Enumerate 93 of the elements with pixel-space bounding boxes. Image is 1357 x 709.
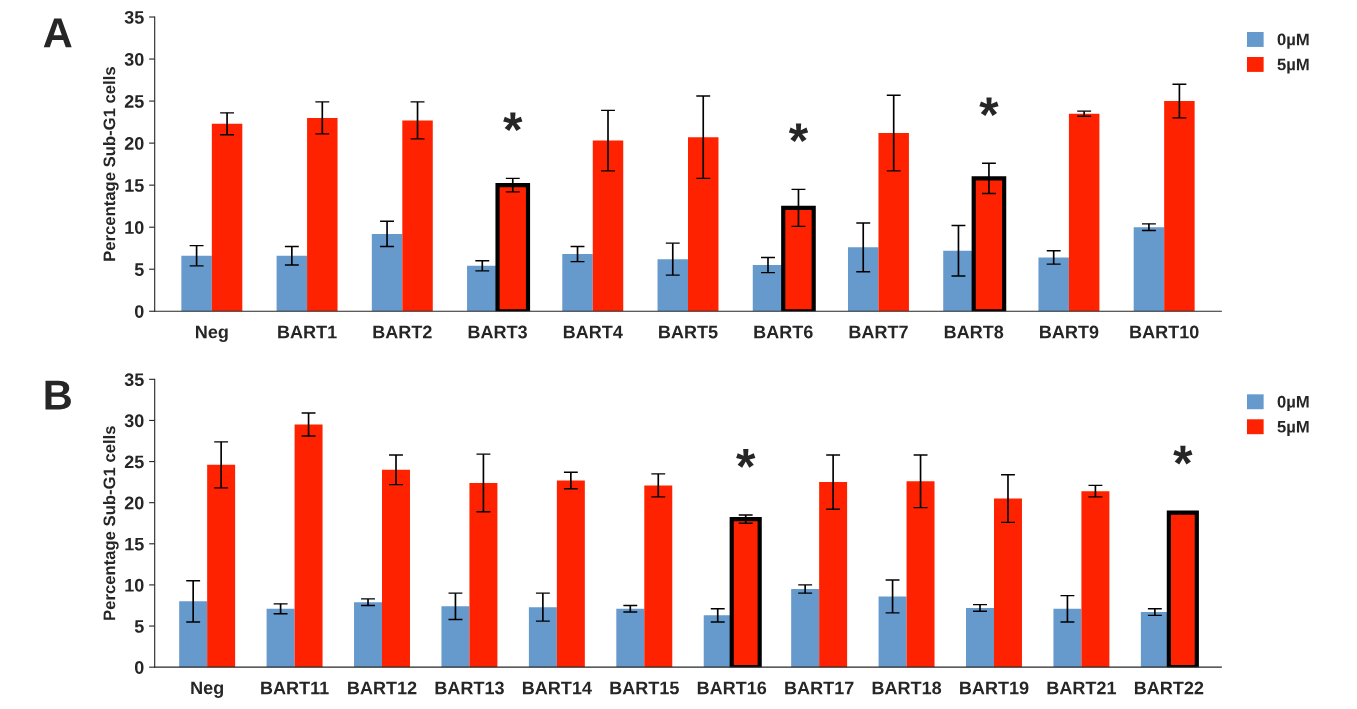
x-tick-label: BART17 [785,681,854,695]
bar [943,250,974,312]
x-tick-label: BART18 [872,681,942,695]
bar [179,601,208,668]
chart-title: A [43,18,72,48]
x-tick-label: BART13 [435,681,504,695]
bar [1140,612,1169,668]
bar [906,481,935,668]
bar [847,247,879,312]
x-tick-label: BART16 [697,681,767,695]
y-tick-label: 25 [124,95,144,108]
bar [644,485,673,668]
bar [878,133,909,312]
bar [467,265,498,312]
x-tick-label: BART7 [849,325,908,339]
bar [354,602,383,668]
bar [562,254,593,312]
y-tick-label: 10 [125,221,144,234]
annotation: * [503,112,523,132]
bar [878,596,907,668]
bar [791,589,820,668]
bar [441,606,470,668]
x-tick-label: BART4 [563,325,623,339]
bar [207,464,236,668]
bar [294,424,323,668]
bar [616,608,645,668]
annotation: * [788,123,809,143]
bar [592,140,624,312]
bar [402,120,433,312]
bar [1081,491,1110,668]
bar [371,233,403,312]
x-tick-label: BART9 [1040,325,1099,339]
y-tick-label: 30 [124,52,144,66]
bar [556,480,585,668]
annotation: * [979,97,999,116]
bar [307,117,338,312]
y-tick-label: 35 [124,10,144,24]
x-tick-label: BART3 [468,325,527,339]
x-tick-label: BART5 [659,325,718,339]
bar [752,265,784,312]
y-tick-label: 15 [125,179,144,192]
legend-label: 0µM [1277,395,1309,411]
y-tick-label: 5 [134,620,144,633]
y-tick-label: 0 [134,661,144,674]
y-axis-title: Percentage Sub-G1 cells [103,426,119,620]
x-tick-label: Neg [195,325,228,342]
y-tick-label: 15 [125,537,144,551]
bar [266,608,295,668]
bar [1053,608,1082,668]
y-tick-label: 35 [124,373,144,387]
bar [819,482,848,668]
bar [211,123,243,312]
x-tick-label: BART10 [1130,325,1199,339]
x-tick-label: BART21 [1047,681,1117,695]
x-tick-label: BART12 [348,681,417,695]
x-tick-label: BART22 [1134,681,1204,695]
bar [1133,227,1165,312]
y-tick-label: 20 [124,496,144,510]
y-axis-title: Percentage Sub-G1 cells [103,67,119,261]
x-tick-label: BART11 [261,681,329,695]
bar [966,607,994,668]
bar [993,498,1022,668]
legend-label: 0µM [1277,33,1309,49]
y-tick-label: 25 [124,455,144,469]
y-tick-label: 30 [124,414,144,428]
bar [276,255,308,312]
x-tick-label: BART8 [944,325,1004,339]
legend-label: 5µM [1277,58,1309,74]
legend-label: 5µM [1277,420,1309,436]
bar [703,615,732,668]
y-tick-label: 0 [134,305,144,318]
annotation: * [736,449,756,468]
bar [688,137,719,312]
y-tick-label: 5 [134,263,144,276]
bar [382,469,410,668]
x-tick-label: BART1 [278,325,337,339]
x-tick-label: BART19 [960,681,1029,695]
x-tick-label: Neg [191,681,223,698]
bar [657,259,688,312]
bar [1164,101,1195,312]
bar [1068,113,1100,312]
bar [528,607,557,668]
x-tick-label: BART15 [610,681,679,695]
x-tick-label: BART14 [522,681,592,695]
bar [1038,257,1069,312]
y-tick-label: 10 [125,578,144,592]
x-tick-label: BART6 [754,325,813,339]
bar [469,482,498,668]
bar [181,255,212,312]
annotation: * [1173,445,1193,465]
x-tick-label: BART2 [373,325,432,339]
chart-title: B [45,380,71,410]
y-tick-label: 20 [124,137,144,150]
